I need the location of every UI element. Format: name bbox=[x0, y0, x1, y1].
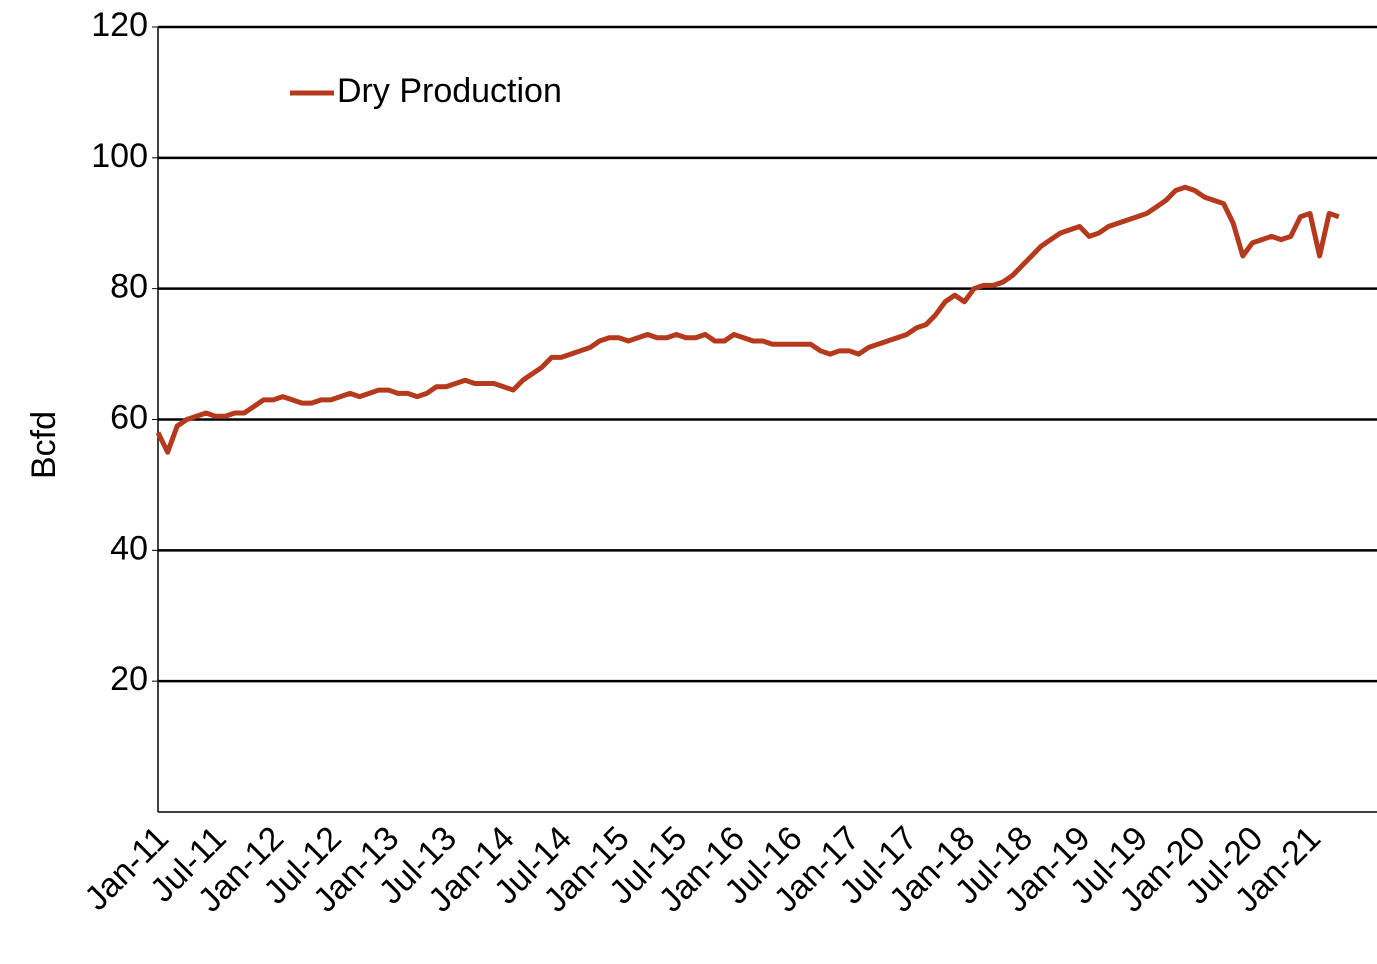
y-tick-label: 120 bbox=[91, 6, 148, 44]
data-line bbox=[155, 184, 1340, 455]
y-tick-label: 80 bbox=[110, 268, 148, 306]
legend-label: Dry Production bbox=[337, 72, 562, 110]
y-tick-label: 20 bbox=[110, 660, 148, 698]
y-tick-label: 40 bbox=[110, 529, 148, 567]
y-tick-label: 100 bbox=[91, 137, 148, 175]
y-axis-label: Bcfd bbox=[25, 411, 63, 479]
y-tick-label: 60 bbox=[110, 398, 148, 436]
